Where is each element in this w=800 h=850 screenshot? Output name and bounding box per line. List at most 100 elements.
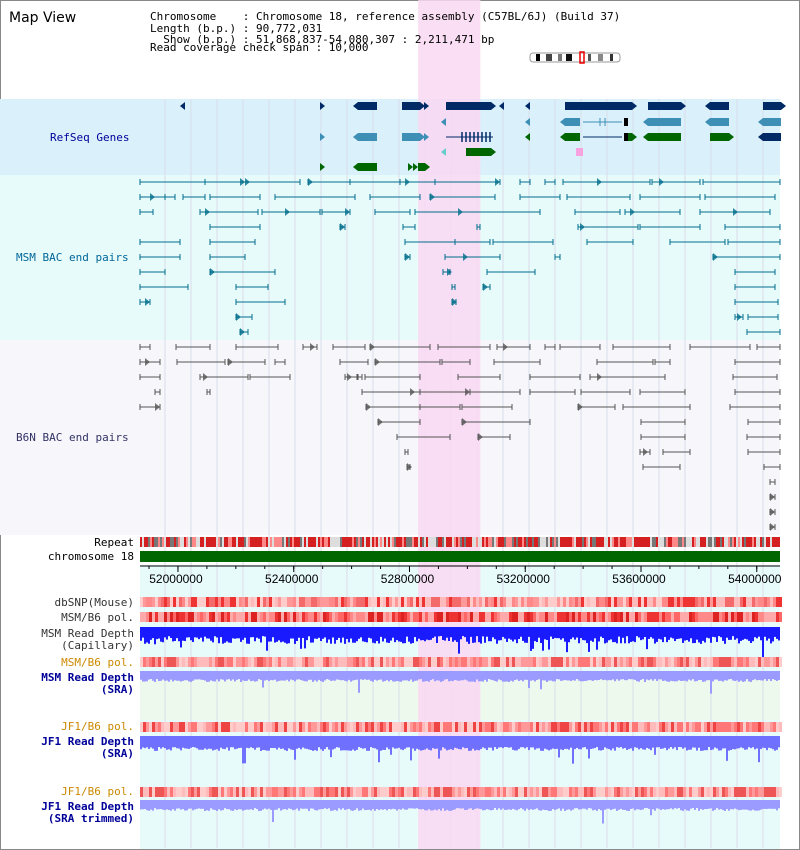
depth-bar xyxy=(154,800,156,809)
depth-bar xyxy=(626,671,628,681)
heat-cell xyxy=(449,787,452,797)
track-label-msm-depth-capillary[interactable]: MSM Read Depth (Capillary) xyxy=(41,628,134,652)
heat-cell xyxy=(290,597,293,607)
heat-cell xyxy=(458,722,461,732)
track-label-jf1-b6-pol[interactable]: JF1/B6 pol. xyxy=(61,720,134,733)
bac-end-arrow xyxy=(145,358,150,366)
repeat-mark xyxy=(150,537,152,547)
depth-bar xyxy=(612,671,614,680)
depth-bar xyxy=(734,671,736,682)
heat-cell xyxy=(518,787,521,797)
track-label-msm-b6-pol-sra[interactable]: MSM/B6 pol. xyxy=(61,656,134,669)
heat-cell xyxy=(299,722,302,732)
depth-bar xyxy=(660,800,662,811)
depth-bar xyxy=(778,627,780,641)
depth-bar xyxy=(330,736,332,758)
depth-bar xyxy=(526,627,528,643)
depth-bar xyxy=(668,627,670,640)
depth-bar xyxy=(194,800,196,810)
depth-bar xyxy=(652,627,654,639)
depth-bar xyxy=(312,627,314,643)
depth-bar xyxy=(184,671,186,681)
repeat-mark xyxy=(620,537,622,547)
depth-bar xyxy=(576,671,578,680)
depth-bar xyxy=(590,671,592,681)
heat-cell xyxy=(491,722,494,732)
depth-bar xyxy=(144,671,146,682)
heat-cell xyxy=(593,722,596,732)
repeat-mark xyxy=(660,537,662,547)
heat-cell xyxy=(191,722,194,732)
depth-bar xyxy=(350,800,352,811)
depth-bar xyxy=(302,627,304,638)
depth-bar xyxy=(482,736,484,748)
track-label-msm-b6-pol[interactable]: MSM/B6 pol. xyxy=(61,611,134,624)
depth-bar xyxy=(638,627,640,638)
depth-bar xyxy=(510,736,512,748)
depth-bar xyxy=(582,736,584,748)
repeat-mark xyxy=(326,537,328,547)
heat-cell xyxy=(752,722,755,732)
depth-bar xyxy=(456,671,458,681)
depth-bar xyxy=(308,671,310,680)
repeat-mark xyxy=(580,537,582,547)
track-label-dbsnp[interactable]: dbSNP(Mouse) xyxy=(54,596,134,609)
depth-bar xyxy=(228,736,230,751)
depth-bar xyxy=(282,800,284,810)
repeat-mark xyxy=(442,537,444,547)
heat-cell xyxy=(200,657,203,667)
depth-bar xyxy=(456,627,458,643)
bac-end-arrow xyxy=(205,208,210,216)
depth-bar xyxy=(542,671,544,681)
heat-cell xyxy=(197,597,200,607)
depth-bar xyxy=(398,671,400,682)
depth-bar xyxy=(758,736,760,763)
depth-bar xyxy=(718,736,720,751)
depth-bar xyxy=(494,627,496,640)
track-label-refseq[interactable]: RefSeq Genes xyxy=(50,131,130,144)
heat-cell xyxy=(152,597,155,607)
heat-cell xyxy=(293,722,296,732)
track-label-b6n-bac[interactable]: B6N BAC end pairs xyxy=(16,431,129,444)
heat-cell xyxy=(287,657,290,667)
depth-bar xyxy=(540,800,542,811)
heat-cell xyxy=(749,597,752,607)
track-label-jf1-depth-trimmed[interactable]: JF1 Read Depth (SRA trimmed) xyxy=(41,801,134,825)
jf1-depth-trimmed-line1: JF1 Read Depth xyxy=(41,800,134,813)
track-label-jf1-b6-pol-2[interactable]: JF1/B6 pol. xyxy=(61,785,134,798)
depth-bar xyxy=(600,736,602,751)
repeat-mark xyxy=(278,537,280,547)
depth-bar xyxy=(412,736,414,749)
depth-bar xyxy=(724,800,726,811)
repeat-mark xyxy=(428,537,430,547)
depth-bar xyxy=(582,800,584,809)
heat-cell xyxy=(155,597,158,607)
depth-bar xyxy=(404,627,406,644)
repeat-mark xyxy=(666,537,668,547)
repeat-mark xyxy=(302,537,304,547)
heat-cell xyxy=(302,722,305,732)
heat-cell xyxy=(710,612,713,622)
depth-bar xyxy=(262,671,264,688)
depth-bar xyxy=(408,671,410,682)
repeat-mark xyxy=(200,537,202,547)
gene-exon xyxy=(648,102,681,110)
depth-bar xyxy=(460,671,462,681)
depth-bar xyxy=(288,736,290,749)
heat-cell xyxy=(317,612,320,622)
track-label-msm-bac[interactable]: MSM BAC end pairs xyxy=(16,251,129,264)
repeat-mark xyxy=(476,537,478,547)
heat-cell xyxy=(560,722,563,732)
repeat-mark xyxy=(714,537,716,547)
depth-bar xyxy=(562,671,564,681)
depth-bar xyxy=(544,671,546,681)
depth-bar xyxy=(672,800,674,810)
depth-bar xyxy=(512,800,514,809)
track-label-repeat[interactable]: Repeat xyxy=(94,536,134,549)
track-label-jf1-depth[interactable]: JF1 Read Depth (SRA) xyxy=(41,736,134,760)
track-label-msm-depth-sra[interactable]: MSM Read Depth (SRA) xyxy=(41,672,134,696)
depth-bar xyxy=(216,800,218,811)
depth-bar xyxy=(478,627,480,643)
depth-bar xyxy=(388,736,390,750)
